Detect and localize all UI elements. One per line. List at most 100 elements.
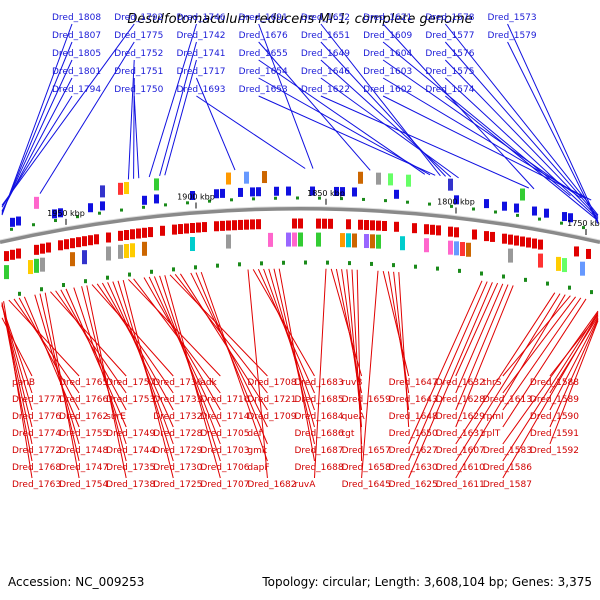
forward-gene-label[interactable]: Dred_1751 xyxy=(114,67,163,77)
reverse-gene-label[interactable]: Dred_1591 xyxy=(530,429,579,439)
forward-gene-label[interactable]: Dred_1794 xyxy=(52,85,101,95)
forward-gene-label[interactable]: Dred_1604 xyxy=(363,49,412,59)
reverse-gene-label[interactable]: Dred_1757 xyxy=(106,378,155,388)
reverse-gene-label[interactable]: Dred_1709 xyxy=(247,412,296,422)
reverse-gene-label[interactable]: Dred_1762 xyxy=(59,412,108,422)
reverse-gene-label[interactable]: ruvB xyxy=(342,378,363,388)
reverse-gene-label[interactable]: def xyxy=(247,429,262,439)
reverse-gene-label[interactable]: Dred_1744 xyxy=(106,446,155,456)
reverse-gene-label[interactable]: Dred_1754 xyxy=(59,480,108,490)
forward-gene-label[interactable]: Dred_1750 xyxy=(114,85,163,95)
reverse-gene-label[interactable]: Dred_1703 xyxy=(200,446,249,456)
forward-gene-label[interactable]: Dred_1746 xyxy=(176,13,225,23)
forward-gene-label[interactable]: Dred_1576 xyxy=(425,49,474,59)
reverse-gene-label[interactable]: rplT xyxy=(483,429,501,439)
forward-gene-label[interactable]: Dred_1775 xyxy=(114,31,163,41)
reverse-gene-label[interactable]: Dred_1714 xyxy=(200,412,249,422)
reverse-gene-label[interactable]: Dred_1586 xyxy=(483,463,532,473)
reverse-gene-label[interactable]: ruvA xyxy=(295,480,317,490)
forward-gene-label[interactable]: Dred_1801 xyxy=(52,67,101,77)
forward-gene-label[interactable]: Dred_1609 xyxy=(363,31,412,41)
forward-gene-label[interactable]: Dred_1574 xyxy=(425,85,474,95)
reverse-gene-label[interactable]: tgt xyxy=(342,429,355,439)
reverse-gene-label[interactable]: Dred_1763 xyxy=(12,480,61,490)
reverse-gene-label[interactable]: Dred_1747 xyxy=(59,463,108,473)
reverse-gene-label[interactable]: Dred_1755 xyxy=(59,429,108,439)
forward-gene-label[interactable]: Dred_1717 xyxy=(176,67,225,77)
reverse-gene-label[interactable]: Dred_1648 xyxy=(389,412,438,422)
reverse-gene-label[interactable]: Dred_1736 xyxy=(153,378,202,388)
forward-gene-label[interactable]: Dred_1649 xyxy=(301,49,350,59)
reverse-gene-label[interactable]: Dred_1587 xyxy=(483,480,532,490)
reverse-gene-label[interactable]: Dred_1772 xyxy=(12,446,61,456)
forward-gene-label[interactable]: Dred_1579 xyxy=(488,31,537,41)
reverse-gene-label[interactable]: adk xyxy=(200,378,217,388)
forward-gene-label[interactable]: Dred_1575 xyxy=(425,67,474,77)
reverse-gene-label[interactable]: Dred_1766 xyxy=(59,395,108,405)
reverse-gene-label[interactable]: Dred_1716 xyxy=(200,395,249,405)
forward-gene-label[interactable]: Dred_1807 xyxy=(52,31,101,41)
forward-gene-label[interactable]: Dred_1808 xyxy=(52,13,101,23)
reverse-gene-label[interactable]: Dred_1588 xyxy=(530,378,579,388)
reverse-gene-label[interactable]: Dred_1774 xyxy=(12,429,61,439)
reverse-gene-label[interactable]: Dred_1629 xyxy=(436,412,485,422)
reverse-gene-label[interactable]: Dred_1765 xyxy=(59,378,108,388)
reverse-gene-label[interactable]: gmk xyxy=(247,446,267,456)
forward-gene-label[interactable]: Dred_1805 xyxy=(52,49,101,59)
reverse-gene-label[interactable]: Dred_1707 xyxy=(200,480,249,490)
reverse-gene-label[interactable]: Dred_1721 xyxy=(247,395,296,405)
reverse-gene-label[interactable]: Dred_1610 xyxy=(436,463,485,473)
reverse-gene-label[interactable]: Dred_1768 xyxy=(12,463,61,473)
reverse-gene-label[interactable]: panB xyxy=(12,378,35,388)
reverse-gene-label[interactable]: Dred_1753 xyxy=(106,395,155,405)
forward-gene-label[interactable]: Dred_1573 xyxy=(488,13,537,23)
reverse-gene-label[interactable]: Dred_1708 xyxy=(247,378,296,388)
forward-gene-label[interactable]: Dred_1577 xyxy=(425,31,474,41)
reverse-gene-label[interactable]: Dred_1706 xyxy=(200,463,249,473)
reverse-gene-label[interactable]: Dred_1728 xyxy=(153,429,202,439)
reverse-gene-label[interactable]: Dred_1682 xyxy=(247,480,296,490)
forward-gene-label[interactable]: Dred_1752 xyxy=(114,49,163,59)
reverse-gene-label[interactable]: Dred_1748 xyxy=(59,446,108,456)
reverse-gene-label[interactable]: queA xyxy=(342,412,366,422)
reverse-gene-label[interactable]: Dred_1729 xyxy=(153,446,202,456)
reverse-gene-label[interactable]: Dred_1658 xyxy=(342,463,391,473)
forward-gene-label[interactable]: Dred_1602 xyxy=(363,85,412,95)
forward-gene-label[interactable]: Dred_1621 xyxy=(363,13,412,23)
reverse-gene-label[interactable]: dapF xyxy=(247,463,269,473)
reverse-gene-label[interactable]: Dred_1592 xyxy=(530,446,579,456)
reverse-gene-label[interactable]: Dred_1776 xyxy=(12,412,61,422)
reverse-gene-label[interactable]: Dred_1583 xyxy=(483,446,532,456)
reverse-gene-label[interactable]: Dred_1684 xyxy=(295,412,344,422)
reverse-gene-label[interactable]: Dred_1705 xyxy=(200,429,249,439)
reverse-gene-label[interactable]: Dred_1730 xyxy=(153,463,202,473)
reverse-gene-label[interactable]: rpmI xyxy=(483,412,504,422)
reverse-gene-label[interactable]: Dred_1735 xyxy=(106,463,155,473)
reverse-gene-label[interactable]: thrS xyxy=(483,378,502,388)
reverse-gene-label[interactable]: Dred_1777 xyxy=(12,395,61,405)
forward-gene-label[interactable]: Dred_1603 xyxy=(363,67,412,77)
reverse-gene-label[interactable]: Dred_1686 xyxy=(295,429,344,439)
forward-gene-label[interactable]: Dred_1693 xyxy=(176,85,225,95)
forward-gene-label[interactable]: Dred_1622 xyxy=(301,85,350,95)
reverse-gene-label[interactable]: Dred_1659 xyxy=(342,395,391,405)
forward-gene-label[interactable]: Dred_1742 xyxy=(176,31,225,41)
forward-gene-label[interactable]: Dred_1646 xyxy=(301,67,350,77)
reverse-gene-label[interactable]: Dred_1625 xyxy=(389,480,438,490)
reverse-gene-label[interactable]: Dred_1733 xyxy=(153,395,202,405)
reverse-gene-label[interactable]: Dred_1645 xyxy=(342,480,391,490)
reverse-gene-label[interactable]: Dred_1749 xyxy=(106,429,155,439)
reverse-gene-label[interactable]: Dred_1643 xyxy=(389,395,438,405)
forward-gene-label[interactable]: Dred_1676 xyxy=(239,31,288,41)
forward-gene-label[interactable]: Dred_1655 xyxy=(239,49,288,59)
reverse-gene-label[interactable]: Dred_1631 xyxy=(436,429,485,439)
forward-gene-label[interactable]: Dred_1741 xyxy=(176,49,225,59)
reverse-gene-label[interactable]: Dred_1683 xyxy=(295,378,344,388)
reverse-gene-label[interactable]: Dred_1687 xyxy=(295,446,344,456)
reverse-gene-label[interactable]: Dred_1732 xyxy=(153,412,202,422)
reverse-gene-label[interactable]: Dred_1607 xyxy=(436,446,485,456)
forward-gene-label[interactable]: Dred_1653 xyxy=(239,85,288,95)
forward-gene-label[interactable]: Dred_1691 xyxy=(239,13,288,23)
reverse-gene-label[interactable]: Dred_1738 xyxy=(106,480,155,490)
reverse-gene-label[interactable]: Dred_1611 xyxy=(436,480,485,490)
